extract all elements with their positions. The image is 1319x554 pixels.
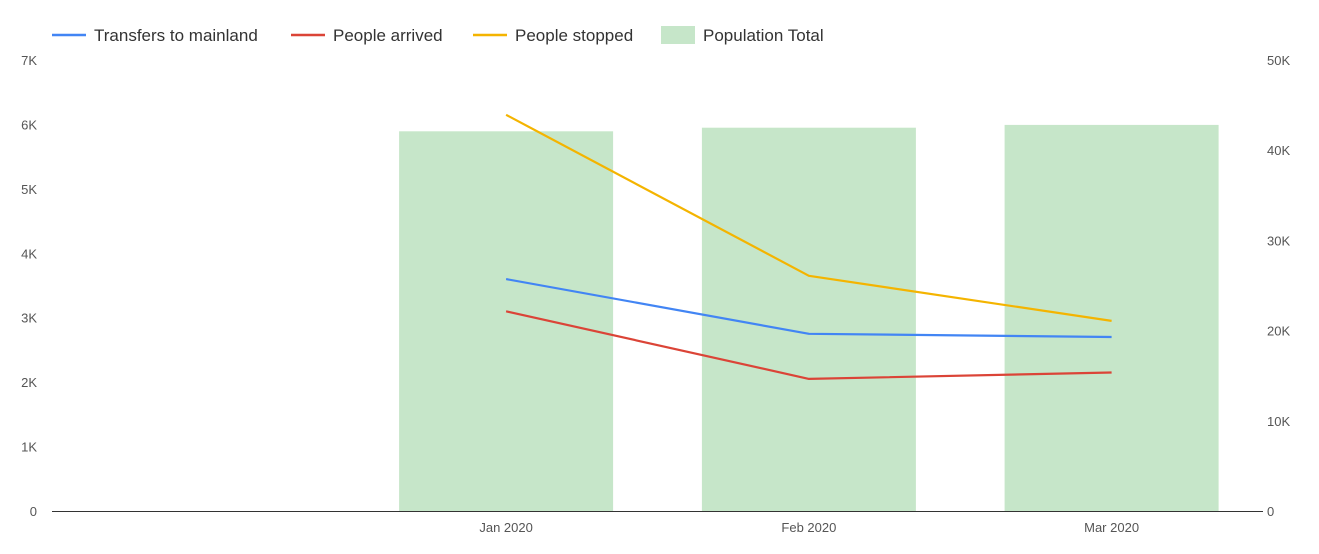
legend-label: People stopped (515, 26, 633, 45)
legend-label: Transfers to mainland (94, 26, 258, 45)
left-y-tick-label: 6K (21, 117, 37, 132)
axes-layer: Jan 2020 Feb 2020 Mar 2020 0 1K 2K 3K 4K 5K 6K 7K 0… (21, 53, 1290, 535)
legend-item-population-total[interactable]: Population Total (661, 26, 824, 45)
x-tick-label: Mar 2020 (1084, 520, 1139, 535)
right-y-tick-label: 20K (1267, 324, 1290, 339)
left-y-tick-label: 3K (21, 311, 37, 326)
series-line-transfers-to-mainland[interactable] (505, 278, 1112, 339)
legend-item-people-arrived[interactable]: People arrived (291, 26, 443, 45)
right-y-tick-label: 40K (1267, 143, 1290, 158)
right-y-tick-label: 10K (1267, 414, 1290, 429)
right-y-tick-label: 30K (1267, 233, 1290, 248)
left-y-tick-label: 0 (30, 504, 37, 519)
x-tick-label: Feb 2020 (781, 520, 836, 535)
right-y-tick-label: 0 (1267, 504, 1274, 519)
bars-layer (399, 124, 1219, 512)
x-tick-label: Jan 2020 (479, 520, 533, 535)
left-y-tick-label: 2K (21, 375, 37, 390)
bar-population-total-feb-2020[interactable] (701, 127, 916, 511)
series-line-people-stopped[interactable] (505, 113, 1112, 322)
legend[interactable]: Transfers to mainland People arrived Peopl… (52, 26, 824, 45)
legend-item-people-stopped[interactable]: People stopped (473, 26, 633, 45)
bar-population-total-mar-2020[interactable] (1004, 124, 1219, 512)
series-line-people-arrived[interactable] (505, 310, 1112, 380)
lines-layer (505, 113, 1112, 380)
left-y-tick-label: 5K (21, 182, 37, 197)
left-y-tick-label: 1K (21, 440, 37, 455)
legend-swatch (661, 26, 695, 44)
left-y-tick-label: 7K (21, 53, 37, 68)
left-y-tick-label: 4K (21, 246, 37, 261)
bar-population-total-jan-2020[interactable] (399, 131, 614, 512)
right-y-tick-label: 50K (1267, 53, 1290, 68)
legend-label: Population Total (703, 26, 824, 45)
legend-item-transfers-to-mainland[interactable]: Transfers to mainland (52, 26, 258, 45)
legend-label: People arrived (333, 26, 443, 45)
